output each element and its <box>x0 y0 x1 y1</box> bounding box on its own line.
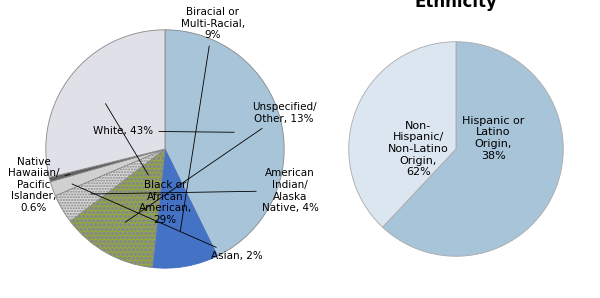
Wedge shape <box>55 149 165 221</box>
Wedge shape <box>49 149 165 182</box>
Wedge shape <box>383 42 563 256</box>
Wedge shape <box>70 149 165 268</box>
Text: Native
Hawaiian/
Pacific
Islander,
0.6%: Native Hawaiian/ Pacific Islander, 0.6% <box>8 156 70 213</box>
Title: Ethnicity: Ethnicity <box>415 0 497 10</box>
Text: Black or
African
American,
29%: Black or African American, 29% <box>106 104 191 225</box>
Text: Unspecified/
Other, 13%: Unspecified/ Other, 13% <box>125 103 317 222</box>
Text: Asian, 2%: Asian, 2% <box>72 184 262 261</box>
Wedge shape <box>349 42 456 227</box>
Text: Biracial or
Multi-Racial,
9%: Biracial or Multi-Racial, 9% <box>181 7 245 231</box>
Wedge shape <box>46 30 165 177</box>
Text: Non-
Hispanic/
Non-Latino
Origin,
62%: Non- Hispanic/ Non-Latino Origin, 62% <box>388 121 449 177</box>
Text: American
Indian/
Alaska
Native, 4%: American Indian/ Alaska Native, 4% <box>91 168 319 213</box>
Text: Hispanic or
Latino
Origin,
38%: Hispanic or Latino Origin, 38% <box>463 116 525 161</box>
Wedge shape <box>152 149 217 268</box>
Text: White, 43%: White, 43% <box>93 126 234 136</box>
Wedge shape <box>165 30 284 256</box>
Wedge shape <box>50 149 165 196</box>
